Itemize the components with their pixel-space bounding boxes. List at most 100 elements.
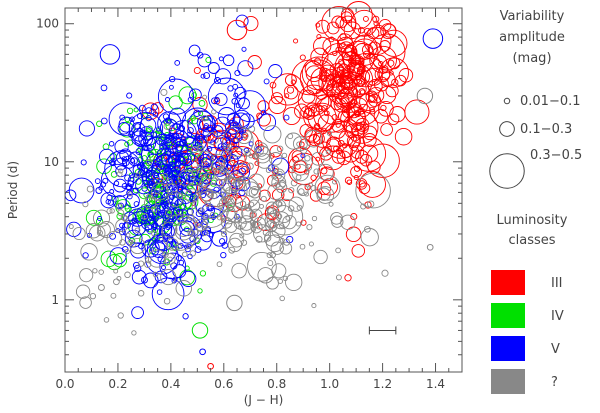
data-point bbox=[286, 86, 295, 94]
data-point bbox=[97, 215, 103, 222]
data-point bbox=[96, 229, 103, 236]
data-point bbox=[229, 147, 248, 166]
data-point bbox=[116, 171, 123, 178]
data-point bbox=[317, 114, 335, 132]
data-point bbox=[232, 83, 239, 90]
data-point bbox=[237, 60, 254, 77]
data-point bbox=[228, 145, 243, 160]
data-point bbox=[139, 162, 145, 168]
data-point bbox=[394, 74, 407, 87]
data-point bbox=[161, 221, 178, 238]
data-point bbox=[128, 217, 147, 236]
data-point bbox=[304, 60, 322, 78]
data-point bbox=[215, 68, 232, 85]
data-point bbox=[364, 67, 383, 86]
data-point bbox=[257, 100, 270, 113]
data-point bbox=[154, 187, 161, 195]
data-point bbox=[268, 152, 283, 166]
data-point bbox=[352, 88, 359, 95]
color-legend-title: classes bbox=[508, 233, 555, 248]
data-point bbox=[150, 103, 158, 111]
data-point bbox=[124, 248, 130, 255]
data-point bbox=[196, 115, 212, 131]
data-point bbox=[94, 178, 101, 184]
data-point bbox=[207, 172, 214, 180]
data-point bbox=[380, 29, 408, 57]
data-point bbox=[250, 188, 258, 196]
data-point bbox=[96, 158, 112, 175]
data-point bbox=[163, 297, 171, 305]
data-point bbox=[187, 96, 194, 103]
data-point bbox=[209, 211, 216, 218]
data-point bbox=[126, 193, 133, 200]
data-point bbox=[131, 218, 138, 224]
data-point bbox=[320, 105, 328, 113]
data-point bbox=[124, 116, 130, 123]
data-point bbox=[104, 150, 142, 188]
data-point bbox=[305, 163, 313, 171]
data-point bbox=[126, 92, 133, 99]
size-legend-circle bbox=[489, 153, 525, 189]
data-point bbox=[288, 187, 295, 194]
data-point bbox=[359, 153, 373, 167]
data-point bbox=[180, 211, 187, 217]
data-point bbox=[369, 45, 397, 74]
data-point bbox=[301, 89, 316, 104]
data-point bbox=[167, 191, 184, 208]
data-point bbox=[198, 169, 237, 207]
data-point bbox=[267, 260, 274, 267]
data-point bbox=[163, 122, 171, 130]
color-legend-swatch bbox=[491, 369, 525, 394]
data-point bbox=[172, 135, 178, 141]
data-point bbox=[122, 215, 129, 223]
data-point bbox=[244, 204, 252, 212]
data-point bbox=[168, 95, 183, 110]
data-point bbox=[300, 219, 307, 226]
data-point bbox=[343, 51, 360, 68]
color-legend-label: V bbox=[551, 342, 560, 357]
data-point bbox=[106, 208, 113, 215]
data-point bbox=[265, 219, 278, 233]
data-point bbox=[167, 256, 173, 263]
data-point bbox=[130, 241, 137, 248]
data-point bbox=[292, 159, 309, 176]
data-point bbox=[164, 97, 171, 103]
data-point bbox=[126, 107, 134, 115]
data-point bbox=[92, 268, 98, 274]
x-tick-label: 1.0 bbox=[320, 377, 339, 391]
data-point bbox=[249, 208, 263, 222]
data-point bbox=[118, 168, 124, 174]
data-point bbox=[143, 139, 149, 145]
data-point bbox=[82, 252, 89, 259]
data-point bbox=[85, 222, 102, 239]
data-point bbox=[296, 204, 303, 211]
data-point bbox=[350, 212, 358, 221]
data-point bbox=[279, 295, 285, 302]
data-point bbox=[129, 237, 146, 255]
data-point bbox=[207, 192, 213, 199]
data-point bbox=[118, 202, 124, 209]
data-point bbox=[226, 205, 244, 223]
data-point bbox=[199, 348, 206, 356]
data-point bbox=[388, 56, 401, 70]
data-point bbox=[341, 106, 349, 114]
data-point bbox=[281, 152, 288, 159]
data-points bbox=[64, 1, 444, 370]
data-point bbox=[290, 179, 298, 187]
data-point bbox=[108, 102, 143, 136]
data-point bbox=[326, 130, 333, 136]
data-point bbox=[266, 276, 279, 290]
data-point bbox=[141, 160, 154, 174]
data-point bbox=[218, 196, 235, 213]
data-point bbox=[166, 136, 184, 155]
data-point bbox=[143, 196, 157, 210]
data-point bbox=[320, 167, 328, 175]
data-point bbox=[353, 174, 359, 181]
data-point bbox=[197, 53, 212, 68]
data-point bbox=[220, 227, 227, 234]
data-point bbox=[107, 199, 114, 206]
data-point bbox=[275, 172, 282, 180]
data-point bbox=[145, 256, 152, 264]
data-point bbox=[187, 127, 194, 134]
data-point bbox=[176, 214, 182, 220]
